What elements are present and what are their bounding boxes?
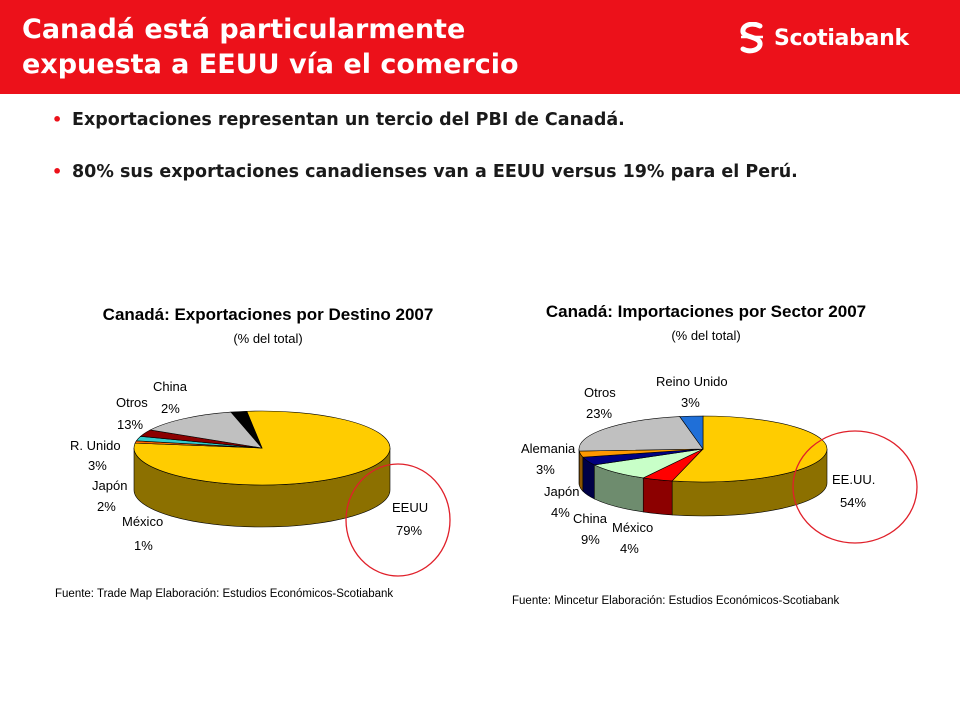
header-bar: Canadá está particularmente expuesta a E… [0,0,960,94]
pie-slices [578,415,828,517]
bullet-text: Exportaciones representan un tercio del … [72,110,625,130]
chart-subtitle: (% del total) [233,331,302,346]
pie-slice [578,416,704,452]
chart-title: Canadá: Importaciones por Sector 2007 [546,302,866,321]
slice-label-value: 1% [134,538,153,553]
brand-name: Scotiabank [774,25,909,51]
pie-slice [230,410,263,449]
pie-slice [671,415,828,483]
slice-label-name: EEUU [392,500,428,515]
slice-label-name: EE.UU. [832,472,875,487]
slice-label-name: Reino Unido [656,374,728,389]
chart-source: Fuente: Trade Map Elaboración: Estudios … [55,588,393,600]
highlight-circle [345,463,451,577]
slice-label-value: 3% [88,458,107,473]
slice-label-value: 54% [840,495,866,510]
scotiabank-s-icon [740,22,763,54]
bullet-item: • Exportaciones representan un tercio de… [52,110,952,130]
scotiabank-logo: Scotiabank [738,22,909,54]
slice-label-value: 79% [396,523,422,538]
pie-slice-side [642,477,673,516]
export-chart: Canadá: Exportaciones por Destino 2007 (… [55,305,451,600]
bullet-text: 80% sus exportaciones canadienses van a … [72,162,798,182]
slice-label-value: 13% [117,417,143,432]
bullet-dot-icon: • [52,162,63,181]
slice-label-name: China [153,379,188,394]
slice-label-value: 3% [681,395,700,410]
slice-label-name: R. Unido [70,438,121,453]
highlight-circle [792,430,918,544]
pie-slices [133,410,391,528]
bullet-list: • Exportaciones representan un tercio de… [52,110,952,214]
bullet-dot-icon: • [52,110,63,129]
import-chart: Canadá: Importaciones por Sector 2007 (%… [512,302,918,607]
slice-label-value: 9% [581,532,600,547]
slice-label-value: 3% [536,462,555,477]
slice-label-name: México [612,520,653,535]
slice-label-name: Japón [544,484,579,499]
chart-title: Canadá: Exportaciones por Destino 2007 [103,305,434,324]
bullet-item: • 80% sus exportaciones canadienses van … [52,162,952,182]
chart-subtitle: (% del total) [671,328,740,343]
slice-label-name: China [573,511,608,526]
pie-slice [149,411,263,449]
slice-label-name: Alemania [521,441,576,456]
slice-label-value: 23% [586,406,612,421]
slice-label-name: Otros [116,395,148,410]
slice-label-value: 2% [161,401,180,416]
slice-label-value: 4% [551,505,570,520]
chart-source: Fuente: Mincetur Elaboración: Estudios E… [512,595,840,607]
slice-label-value: 2% [97,499,116,514]
page-title: Canadá está particularmente expuesta a E… [22,14,519,80]
slice-label-name: Japón [92,478,127,493]
slice-label-name: Otros [584,385,616,400]
pie-slice-side [578,450,584,492]
slice-label-value: 4% [620,541,639,556]
pie-slice [679,415,704,450]
slice-label-name: México [122,514,163,529]
